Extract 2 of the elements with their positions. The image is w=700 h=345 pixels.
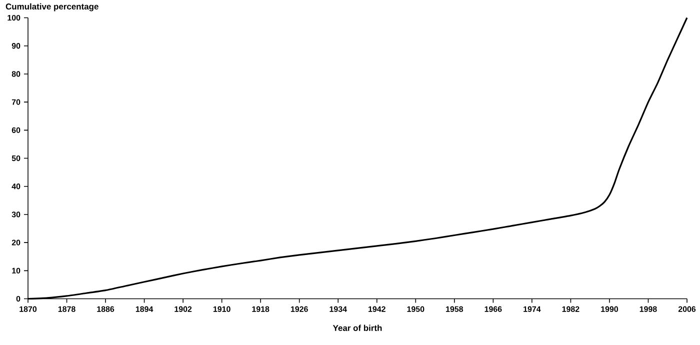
y-axis-title: Cumulative percentage bbox=[6, 3, 98, 12]
x-axis-title: Year of birth bbox=[332, 324, 382, 332]
